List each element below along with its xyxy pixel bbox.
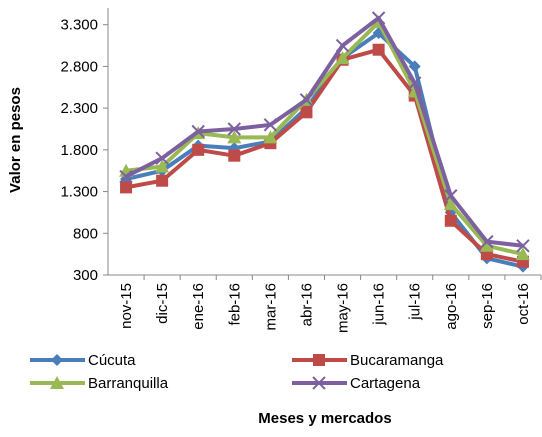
x-tick-label: mar-16: [262, 283, 279, 331]
data-point: [371, 11, 386, 25]
x-tick-label: jul-16: [407, 283, 424, 321]
data-point: [155, 159, 170, 173]
y-tick-label: 300: [73, 267, 98, 284]
legend-label: Bucaramanga: [350, 352, 444, 369]
x-tick-label: feb-16: [226, 283, 243, 326]
data-point: [516, 239, 530, 253]
data-point: [228, 149, 241, 162]
x-tick-label: abr-16: [298, 283, 315, 326]
legend-marker: [50, 376, 64, 389]
series-line: [125, 20, 524, 257]
legend-marker: [51, 354, 63, 366]
x-tick-label: sep-16: [479, 283, 496, 329]
x-tick-label: ago-16: [443, 283, 460, 330]
series-line: [125, 47, 524, 264]
legend-label: Cartagena: [350, 375, 421, 392]
data-point: [263, 130, 278, 144]
data-point: [263, 118, 278, 132]
data-point: [515, 247, 530, 261]
x-tick-label: dic-15: [154, 283, 171, 324]
legend-marker: [313, 354, 325, 366]
x-tick-label: jun-16: [371, 283, 388, 326]
data-point: [155, 151, 169, 165]
series-line: [125, 16, 524, 248]
legend-label: Barranquilla: [88, 375, 169, 392]
data-point: [227, 122, 241, 136]
data-point: [156, 174, 169, 187]
data-point: [192, 143, 205, 156]
data-point: [227, 130, 242, 144]
data-point: [191, 124, 205, 139]
data-point: [335, 51, 350, 65]
data-point: [372, 43, 385, 56]
x-tick-label: nov-15: [118, 283, 135, 329]
data-point: [119, 169, 133, 184]
y-tick-label: 2.300: [60, 100, 98, 117]
data-point: [335, 38, 350, 53]
data-point: [408, 60, 421, 73]
data-point: [408, 76, 422, 90]
legend-marker: [312, 376, 326, 390]
y-tick-label: 800: [73, 225, 98, 242]
y-tick-label: 2.800: [60, 58, 98, 75]
x-axis-title: Meses y mercados: [258, 410, 391, 427]
y-tick-label: 3.300: [60, 17, 98, 34]
y-tick-label: 1.300: [60, 184, 98, 201]
legend-label: Cúcuta: [88, 352, 136, 369]
data-point: [300, 106, 313, 119]
x-tick-label: ene-16: [190, 283, 207, 330]
data-point: [444, 189, 458, 203]
data-point: [120, 181, 133, 194]
y-tick-label: 1.800: [60, 142, 98, 159]
data-point: [480, 234, 494, 249]
x-tick-label: oct-16: [515, 283, 532, 325]
x-tick-label: may-16: [335, 283, 352, 333]
data-point: [479, 238, 494, 252]
data-point: [444, 214, 457, 227]
data-point: [443, 197, 458, 211]
data-point: [299, 93, 314, 107]
y-axis-title: Valor en pesos: [7, 87, 24, 193]
